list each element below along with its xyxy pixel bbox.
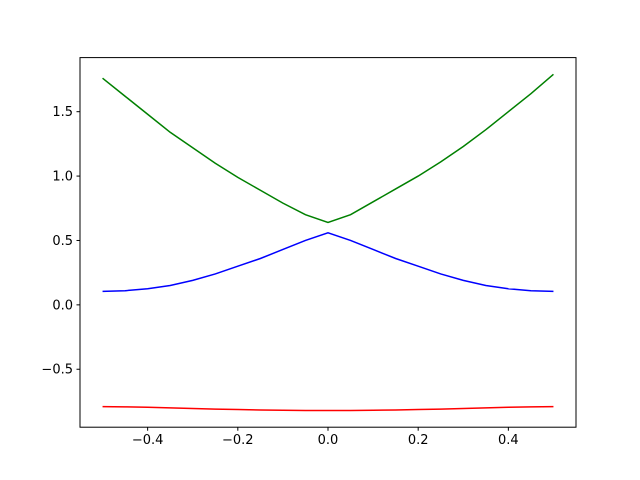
x-tick-label: 0.4 — [498, 433, 519, 448]
series-line — [102, 73, 554, 224]
series-line — [102, 231, 554, 293]
y-tick-label: 0.5 — [52, 234, 73, 249]
series-line — [102, 405, 554, 412]
y-tick-label: 1.5 — [52, 105, 73, 120]
x-tick-label: −0.4 — [132, 433, 164, 448]
x-tick-label: 0.0 — [318, 433, 339, 448]
axes-frame — [79, 57, 577, 428]
y-tick-label: 0.0 — [52, 298, 73, 313]
x-tick-label: 0.2 — [408, 433, 429, 448]
y-tick-label: −0.5 — [41, 363, 73, 378]
y-tick-label: 1.0 — [52, 170, 73, 185]
x-tick-label: −0.2 — [222, 433, 254, 448]
